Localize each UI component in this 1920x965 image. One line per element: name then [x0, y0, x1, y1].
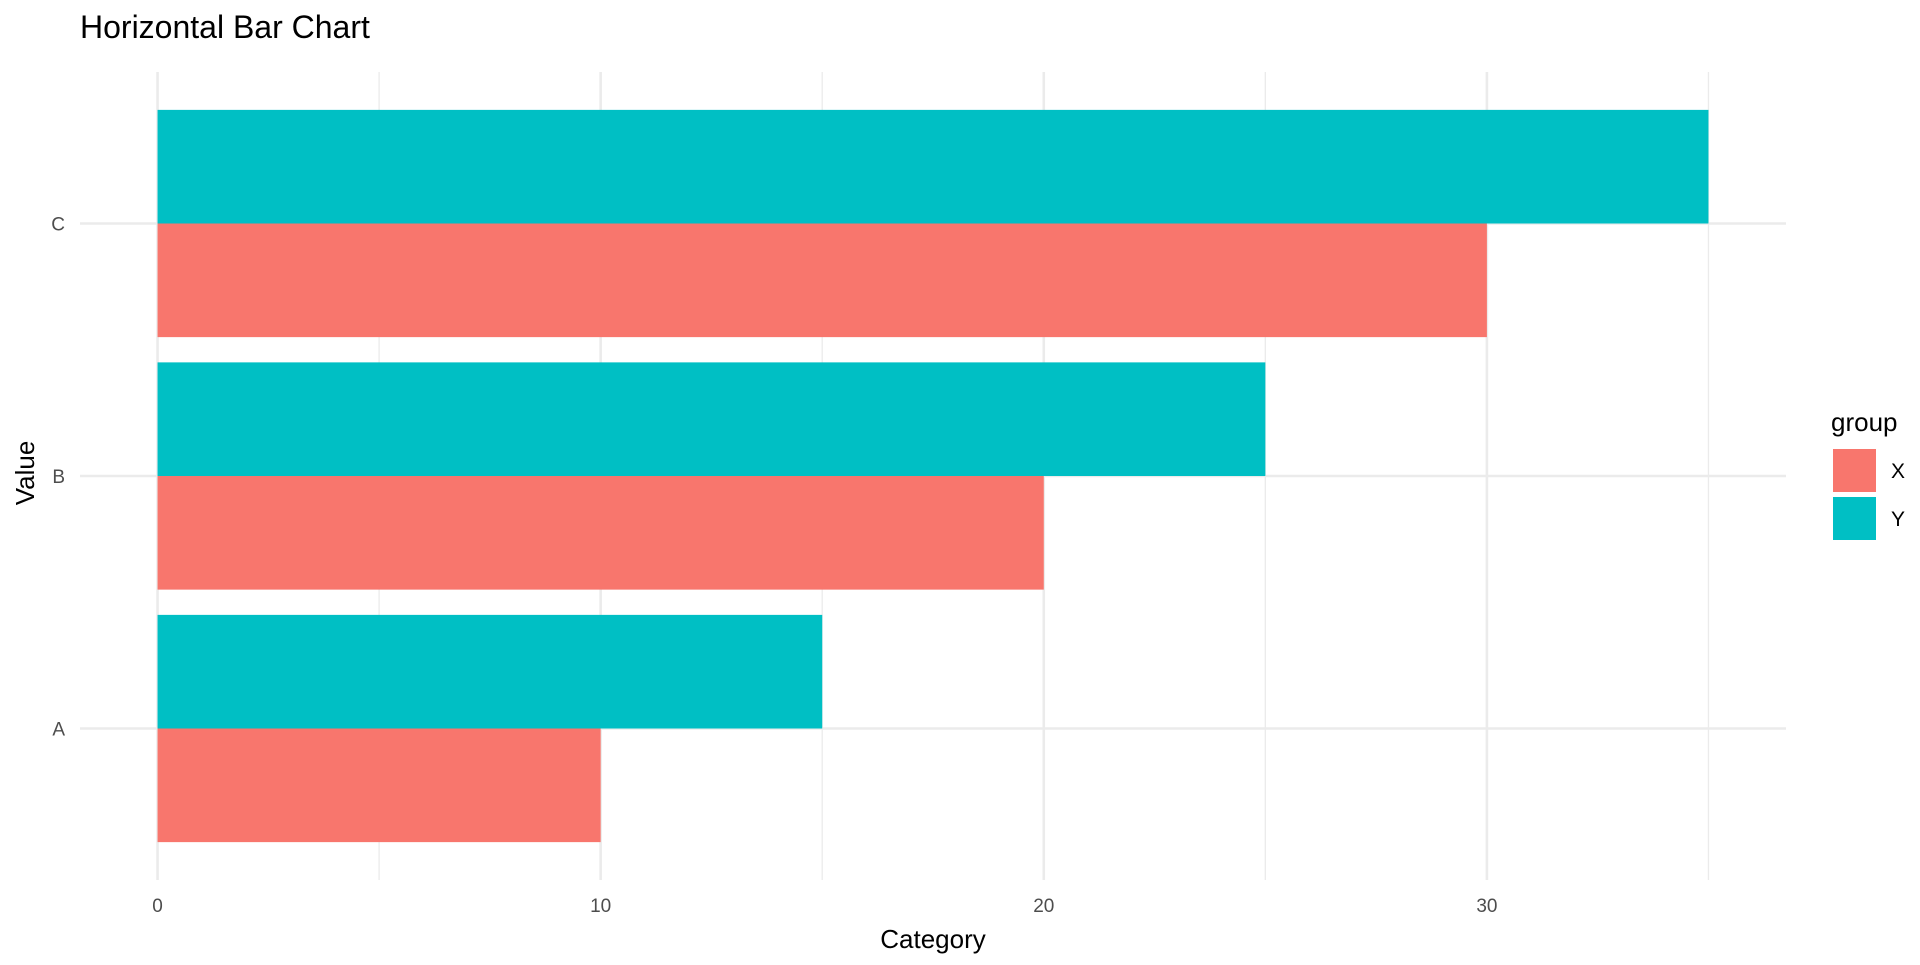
x-axis-title: Category [880, 924, 986, 954]
x-tick-labels: 0 10 20 30 [152, 896, 1497, 917]
x-tick-label: 10 [590, 896, 611, 917]
bars-layer [157, 109, 1709, 843]
x-tick-label: 30 [1476, 896, 1497, 917]
x-tick-label: 0 [152, 896, 163, 917]
y-axis-title: Value [10, 441, 40, 506]
legend-key-Y [1833, 497, 1876, 540]
legend-key-X [1833, 449, 1876, 492]
legend: group XY [1831, 407, 1905, 540]
y-tick-label: A [52, 720, 65, 741]
x-tick-label: 20 [1033, 896, 1054, 917]
chart-title: Horizontal Bar Chart [80, 9, 370, 45]
legend-label-X: X [1891, 460, 1905, 483]
bar-A-Y [157, 614, 823, 729]
legend-items: XY [1833, 449, 1905, 540]
y-tick-label: B [52, 467, 65, 488]
y-tick-label: C [51, 215, 65, 236]
bar-A-X [157, 728, 601, 843]
bar-B-Y [157, 362, 1266, 476]
legend-label-Y: Y [1891, 508, 1905, 531]
bar-C-Y [157, 109, 1709, 224]
bar-C-X [157, 223, 1487, 338]
y-tick-labels: A B C [51, 215, 65, 741]
legend-title: group [1831, 407, 1898, 437]
bar-B-X [157, 476, 1044, 590]
